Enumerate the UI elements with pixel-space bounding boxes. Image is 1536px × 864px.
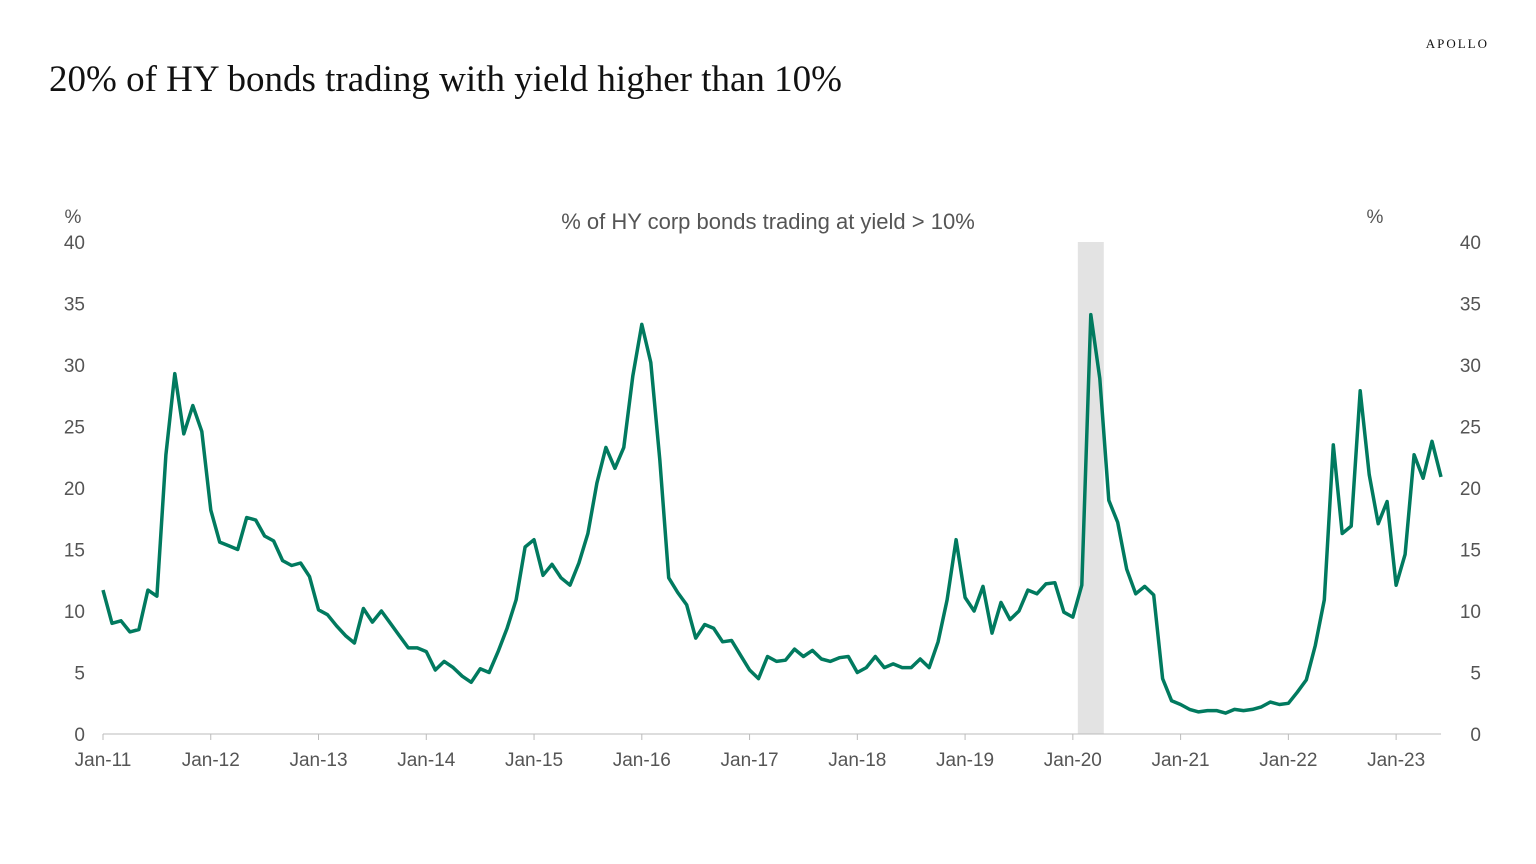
x-tick-label: Jan-20: [1044, 750, 1102, 771]
x-tick-label: Jan-23: [1367, 750, 1425, 771]
y-tick-label-right: 30: [1460, 356, 1481, 377]
y-tick-label-right: 10: [1460, 602, 1481, 623]
x-tick-label: Jan-15: [505, 750, 563, 771]
y-tick-label-left: 0: [74, 725, 85, 746]
page-title: 20% of HY bonds trading with yield highe…: [49, 59, 842, 100]
y-tick-label-right: 0: [1470, 725, 1481, 746]
x-tick-label: Jan-14: [397, 750, 456, 771]
y-axis-label-left: %: [65, 207, 82, 228]
x-tick-label: Jan-13: [289, 750, 347, 771]
y-axis-label-right: %: [1367, 207, 1384, 228]
y-tick-label-left: 30: [64, 356, 85, 377]
y-tick-label-left: 35: [64, 295, 85, 316]
y-tick-label-right: 40: [1460, 233, 1481, 254]
x-tick-label: Jan-16: [613, 750, 671, 771]
x-tick-label: Jan-12: [182, 750, 240, 771]
x-tick-label: Jan-17: [721, 750, 779, 771]
y-tick-label-right: 25: [1460, 418, 1481, 439]
y-tick-label-right: 5: [1470, 664, 1481, 685]
y-tick-label-right: 20: [1460, 479, 1481, 500]
y-tick-label-right: 35: [1460, 295, 1481, 316]
x-tick-label: Jan-18: [828, 750, 886, 771]
x-tick-label: Jan-11: [75, 750, 132, 771]
x-tick-label: Jan-21: [1152, 750, 1210, 771]
x-tick-label: Jan-19: [936, 750, 994, 771]
y-tick-label-left: 5: [74, 664, 85, 685]
y-tick-label-left: 15: [64, 541, 85, 562]
chart-title: % of HY corp bonds trading at yield > 10…: [561, 209, 975, 234]
y-tick-label-right: 15: [1460, 541, 1481, 562]
y-tick-label-left: 25: [64, 418, 85, 439]
y-tick-label-left: 40: [64, 233, 85, 254]
x-tick-label: Jan-22: [1259, 750, 1317, 771]
y-tick-label-left: 20: [64, 479, 85, 500]
apollo-logo: APOLLO: [1425, 36, 1489, 51]
series-line: [101, 312, 1443, 715]
y-tick-label-left: 10: [64, 602, 85, 623]
